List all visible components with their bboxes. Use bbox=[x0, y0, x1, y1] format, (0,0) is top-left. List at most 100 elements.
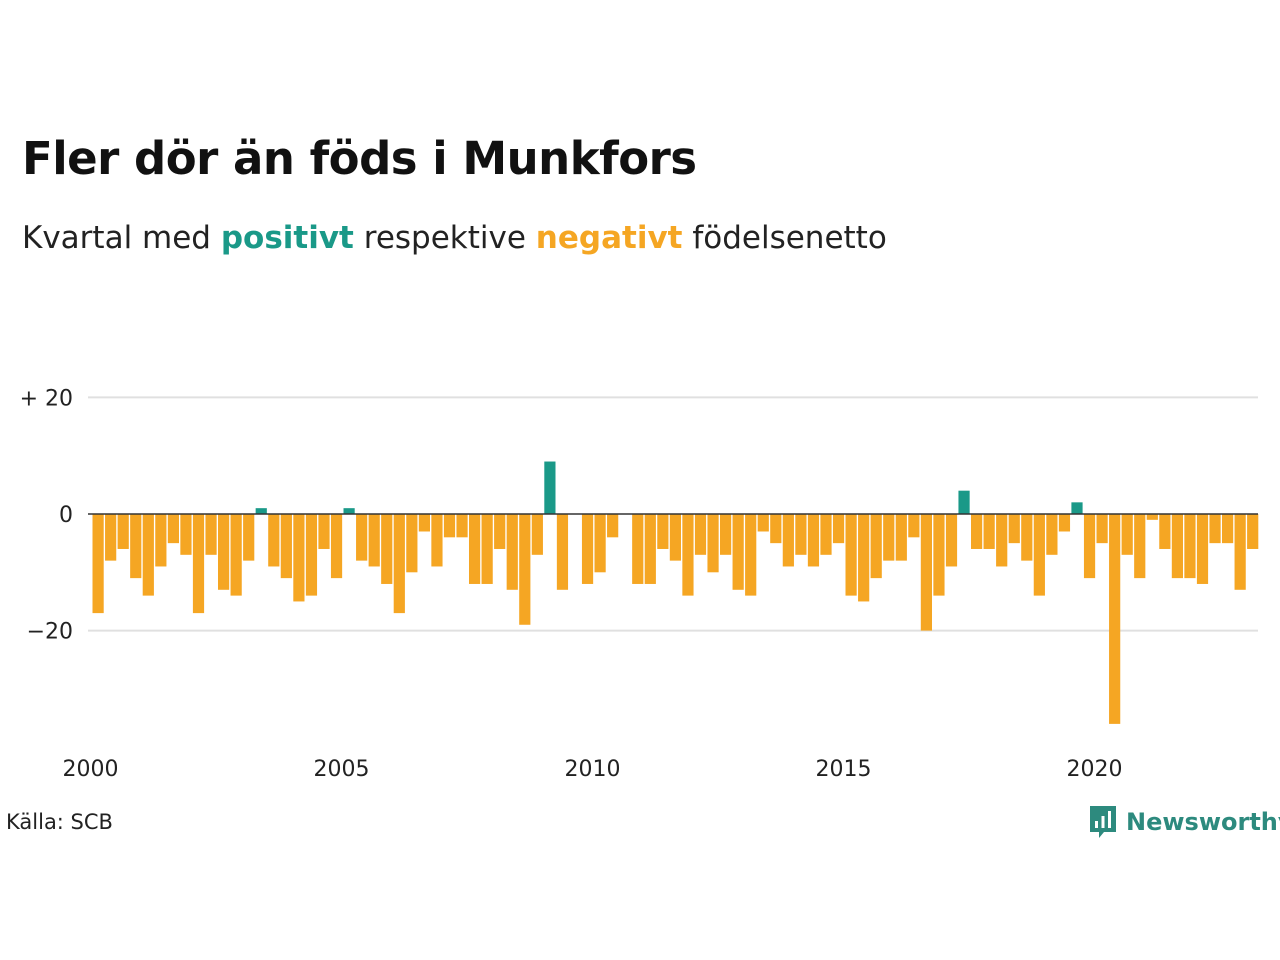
bar-2019-q3 bbox=[1071, 502, 1083, 514]
bar-2008-q3 bbox=[519, 514, 531, 625]
bar-2012-q2 bbox=[707, 514, 719, 573]
bar-2015-q1 bbox=[845, 514, 857, 596]
bar-2002-q3 bbox=[218, 514, 230, 590]
bar-2017-q1 bbox=[945, 514, 958, 567]
bar-2002-q1 bbox=[192, 514, 205, 614]
bar-2000-q4 bbox=[130, 514, 142, 579]
subtitle-negative: negativt bbox=[535, 220, 683, 256]
bar-2003-q2 bbox=[255, 508, 267, 514]
subtitle-positive: positivt bbox=[220, 220, 354, 256]
bar-2012-q4 bbox=[732, 514, 744, 590]
bar-2013-q2 bbox=[757, 514, 769, 532]
bar-2020-q4 bbox=[1134, 514, 1146, 579]
bar-2009-q2 bbox=[556, 514, 569, 590]
bar-2017-q2 bbox=[958, 490, 970, 514]
x-tick-label: 2000 bbox=[63, 757, 119, 782]
bar-2003-q4 bbox=[280, 514, 292, 579]
bar-2022-q4 bbox=[1234, 514, 1246, 590]
bar-2021-q3 bbox=[1171, 514, 1183, 579]
x-tick-label: 2015 bbox=[816, 757, 872, 782]
bar-2018-q2 bbox=[1008, 514, 1020, 544]
y-tick-label: 0 bbox=[59, 503, 73, 528]
brand-name: Newsworthy bbox=[1126, 808, 1280, 836]
bar-2014-q4 bbox=[832, 514, 845, 544]
subtitle-prefix: Kvartal med bbox=[22, 220, 211, 256]
bar-2001-q4 bbox=[180, 514, 192, 555]
bar-2004-q2 bbox=[305, 514, 318, 596]
bar-2006-q1 bbox=[393, 514, 405, 614]
bar-2018-q4 bbox=[1033, 514, 1045, 596]
bar-2006-q3 bbox=[418, 514, 430, 532]
bar-2020-q1 bbox=[1096, 514, 1108, 544]
bar-2006-q4 bbox=[431, 514, 443, 567]
bar-2001-q2 bbox=[155, 514, 167, 567]
y-tick-label: + 20 bbox=[20, 386, 73, 411]
bar-2018-q3 bbox=[1021, 514, 1033, 561]
subtitle-middle: respektive bbox=[363, 220, 526, 256]
bar-2001-q1 bbox=[142, 514, 154, 596]
bar-2017-q4 bbox=[983, 514, 995, 549]
bar-2011-q4 bbox=[682, 514, 694, 596]
bar-2019-q4 bbox=[1083, 514, 1096, 579]
bar-2013-q3 bbox=[770, 514, 782, 544]
bar-2010-q4 bbox=[632, 514, 644, 584]
bar-2015-q4 bbox=[883, 514, 895, 561]
bar-2005-q1 bbox=[343, 508, 355, 514]
bar-2005-q2 bbox=[356, 514, 368, 561]
x-tick-label: 2005 bbox=[314, 757, 370, 782]
bar-2012-q3 bbox=[720, 514, 732, 555]
bar-2021-q1 bbox=[1146, 514, 1158, 520]
bar-2006-q2 bbox=[406, 514, 418, 573]
bar-2021-q2 bbox=[1159, 514, 1171, 549]
y-axis-labels: + 20 0 −20 bbox=[20, 386, 73, 644]
bar-2003-q1 bbox=[243, 514, 255, 561]
bars bbox=[92, 461, 1259, 724]
x-axis-labels: 2000 2005 2010 2015 2020 bbox=[63, 757, 1123, 782]
bar-2015-q3 bbox=[870, 514, 882, 579]
grid-lines bbox=[88, 396, 1258, 632]
bar-2013-q1 bbox=[745, 514, 757, 596]
subtitle-suffix: födelsenetto bbox=[692, 220, 887, 256]
bar-2022-q1 bbox=[1196, 514, 1209, 584]
bar-2008-q4 bbox=[531, 514, 543, 555]
bar-2016-q1 bbox=[895, 514, 907, 561]
bar-2009-q4 bbox=[581, 514, 594, 584]
bar-2010-q1 bbox=[594, 514, 606, 573]
y-tick-label: −20 bbox=[27, 620, 73, 645]
bar-2011-q3 bbox=[669, 514, 681, 561]
bar-2016-q3 bbox=[920, 514, 932, 631]
bar-2021-q4 bbox=[1184, 514, 1196, 579]
x-tick-label: 2020 bbox=[1067, 757, 1123, 782]
bar-2014-q3 bbox=[820, 514, 832, 555]
bar-2019-q2 bbox=[1058, 514, 1071, 532]
bar-2016-q2 bbox=[908, 514, 920, 538]
bar-2012-q1 bbox=[694, 514, 707, 555]
bar-2019-q1 bbox=[1046, 514, 1058, 555]
bar-2004-q4 bbox=[330, 514, 343, 579]
bar-2020-q3 bbox=[1121, 514, 1133, 555]
newsworthy-logo-icon bbox=[1090, 806, 1116, 838]
bar-2003-q3 bbox=[268, 514, 280, 567]
chart-title: Fler dör än föds i Munkfors bbox=[22, 132, 697, 185]
bar-2002-q4 bbox=[230, 514, 242, 596]
bar-2018-q1 bbox=[996, 514, 1008, 567]
source-note: Källa: SCB bbox=[6, 810, 113, 834]
chart-subtitle: Kvartal med positivt respektive negativt… bbox=[22, 220, 887, 256]
bar-2011-q1 bbox=[644, 514, 656, 584]
bar-2015-q2 bbox=[858, 514, 870, 602]
brand-logo: Newsworthy bbox=[1088, 804, 1280, 840]
bar-2000-q2 bbox=[105, 514, 117, 561]
bar-2007-q4 bbox=[481, 514, 493, 584]
bar-2011-q2 bbox=[657, 514, 669, 549]
bar-2002-q2 bbox=[205, 514, 217, 555]
bar-2008-q1 bbox=[494, 514, 506, 549]
bar-2017-q3 bbox=[971, 514, 983, 549]
bar-2008-q2 bbox=[506, 514, 518, 590]
bar-2001-q3 bbox=[167, 514, 179, 544]
bar-2014-q1 bbox=[795, 514, 807, 555]
bar-2010-q2 bbox=[607, 514, 619, 538]
bar-2022-q2 bbox=[1209, 514, 1221, 544]
bar-2013-q4 bbox=[782, 514, 794, 567]
bar-2014-q2 bbox=[807, 514, 820, 567]
